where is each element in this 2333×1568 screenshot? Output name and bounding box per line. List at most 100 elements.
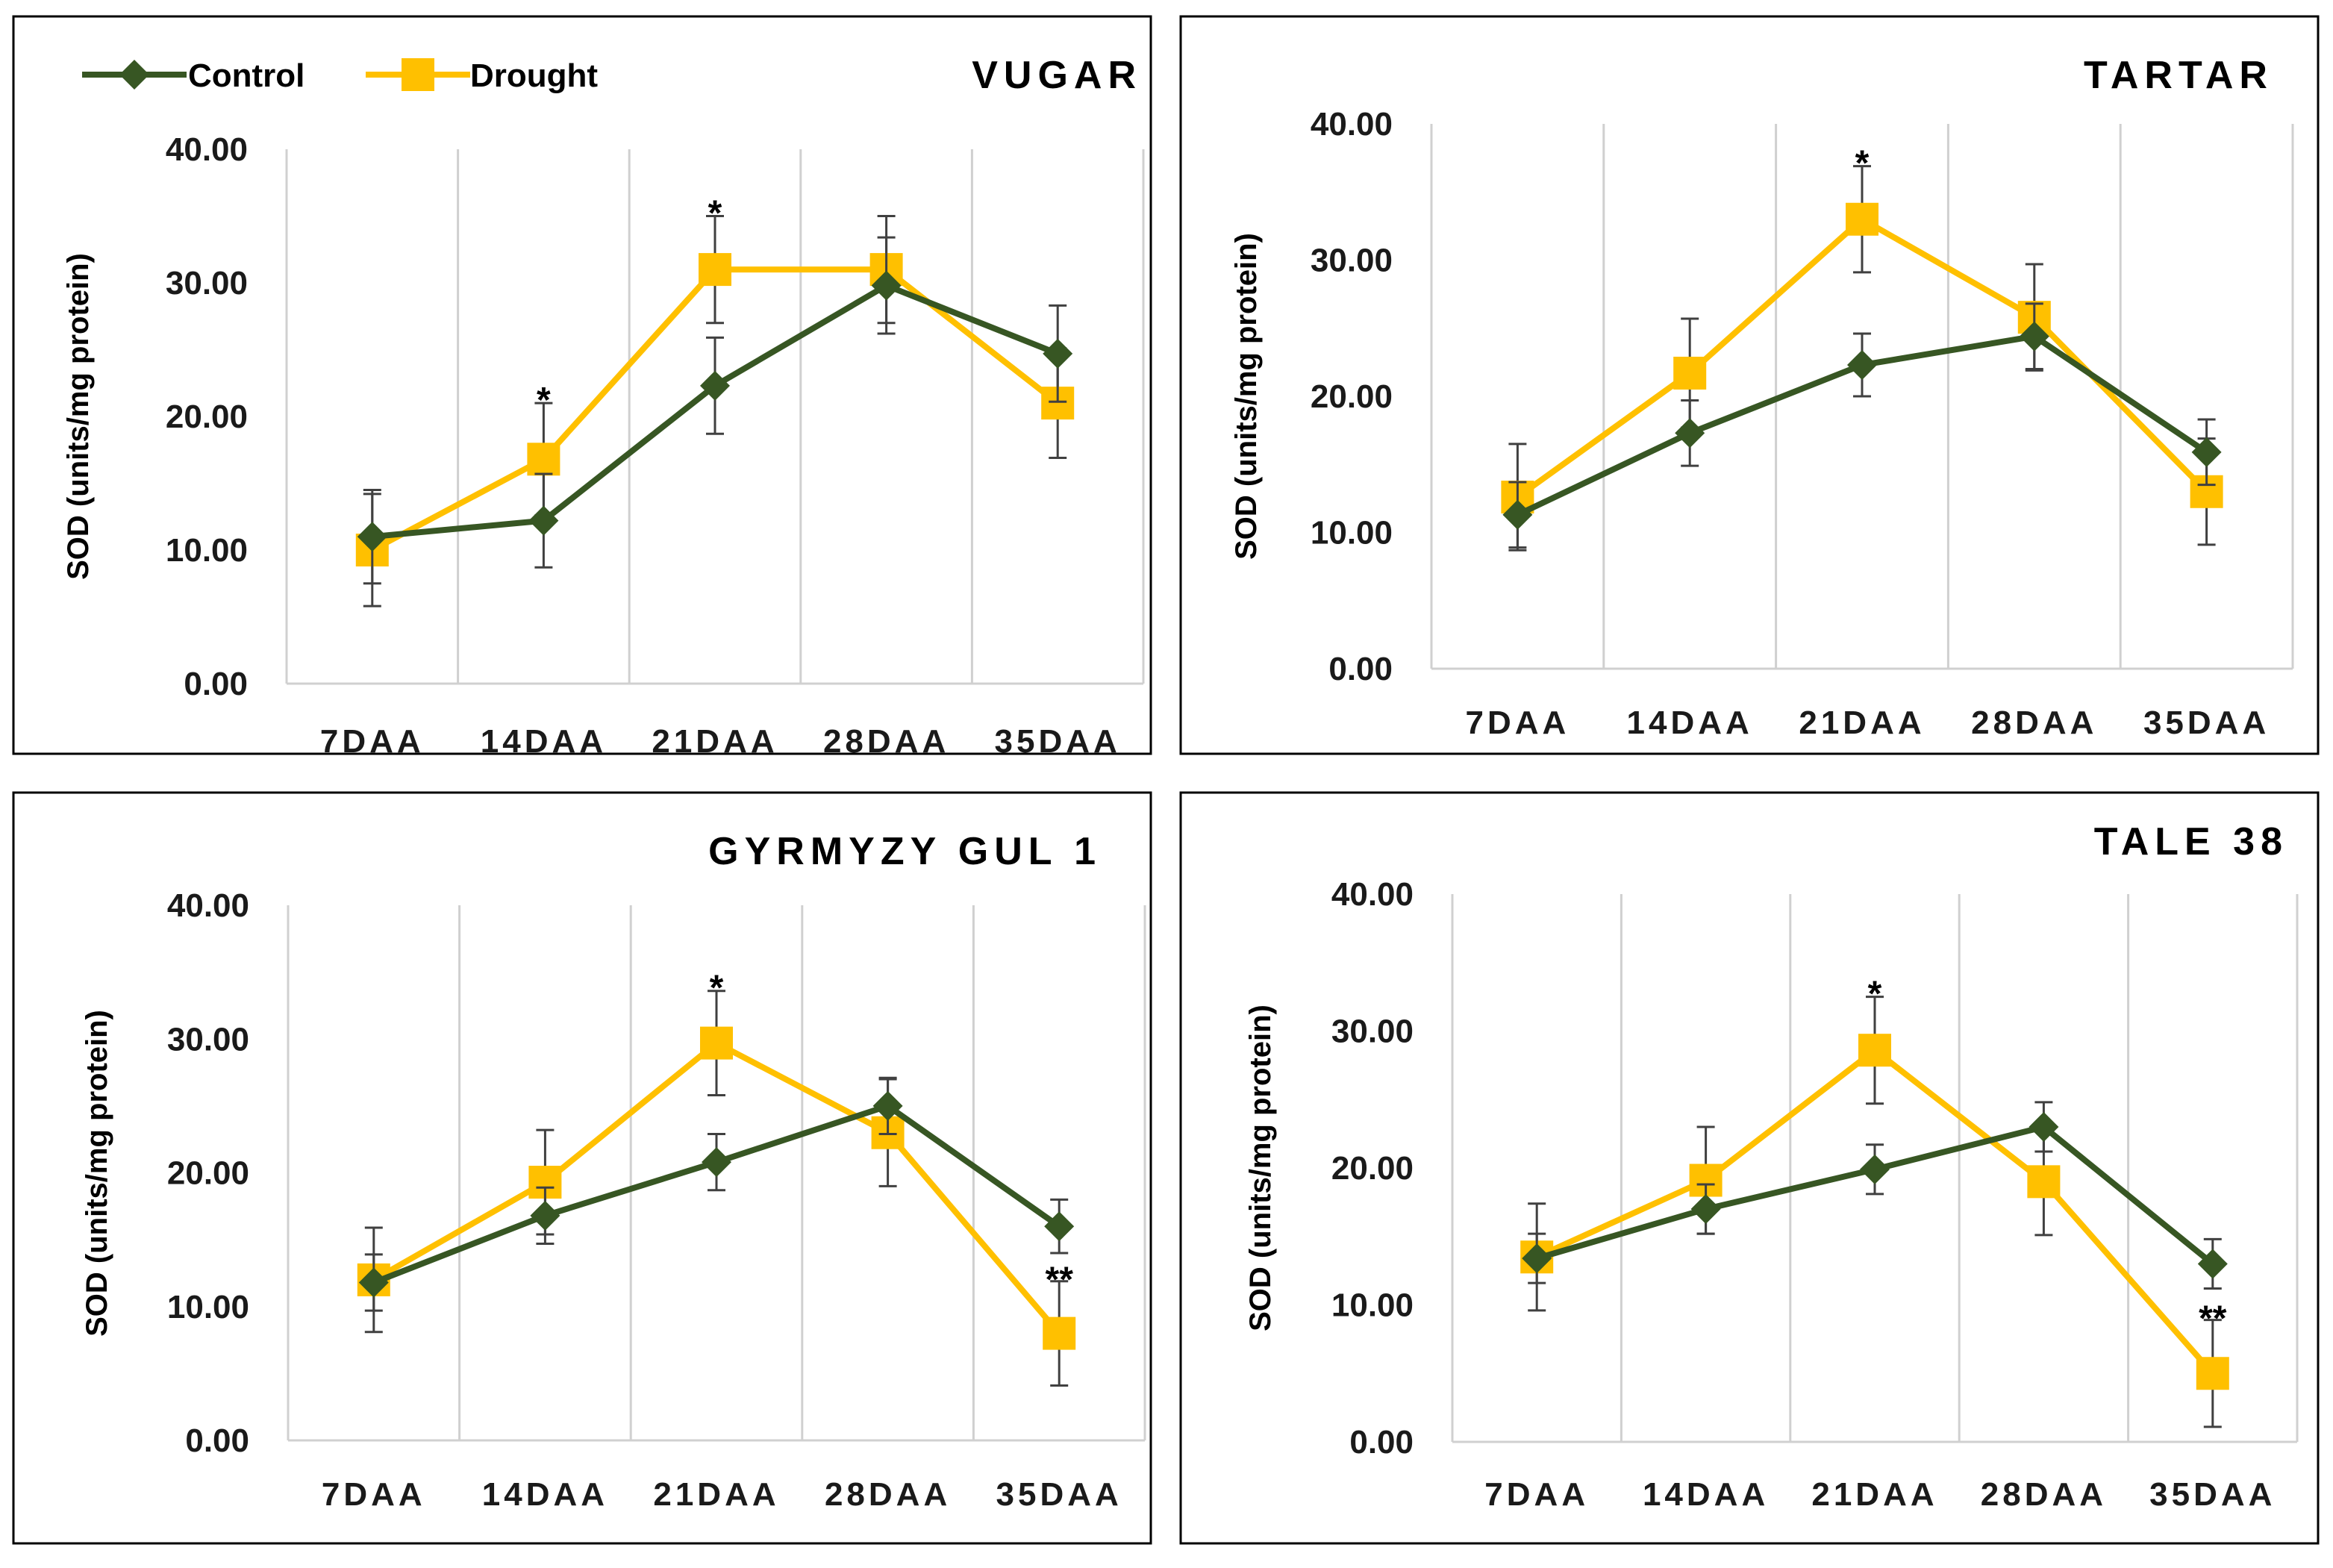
drought-point — [700, 1026, 733, 1060]
legend-control-marker — [119, 60, 149, 90]
y-tick-label: 40.00 — [167, 887, 249, 924]
significance-marker: * — [1855, 144, 1870, 184]
y-axis-label: SOD (units/mg protein) — [1244, 1005, 1277, 1331]
y-axis-label: SOD (units/mg protein) — [62, 253, 95, 580]
panel-title: TARTAR — [2084, 54, 2273, 97]
legend-control-label: Control — [188, 57, 304, 94]
x-tick-label: 21DAA — [652, 723, 778, 760]
drought-point — [1846, 202, 1878, 236]
significance-marker: * — [537, 381, 551, 420]
significance-marker: * — [710, 969, 724, 1008]
y-tick-label: 40.00 — [1331, 876, 1414, 913]
control-point — [357, 522, 387, 552]
control-point — [1847, 350, 1877, 381]
y-tick-label: 40.00 — [166, 131, 248, 168]
control-line — [372, 1102, 1061, 1286]
legend-drought-marker — [402, 58, 434, 91]
y-tick-label: 10.00 — [1331, 1287, 1414, 1324]
x-tick-label: 14DAA — [481, 723, 607, 760]
y-tick-label: 0.00 — [1349, 1424, 1414, 1461]
y-tick-label: 20.00 — [167, 1155, 249, 1192]
y-tick-label: 0.00 — [184, 666, 248, 702]
y-tick-label: 20.00 — [1311, 378, 1393, 415]
x-tick-label: 28DAA — [825, 1476, 951, 1513]
drought-point — [1673, 356, 1707, 390]
control-point — [2191, 437, 2222, 467]
chart-panel-1: 0.00 10.00 20.00 30.00 40.00 7DAA 14DAA 21DAA 28… — [12, 15, 1152, 760]
y-tick-label: 30.00 — [1331, 1013, 1414, 1050]
series-control — [357, 236, 1073, 585]
control-point — [1675, 418, 1705, 449]
significance-marker: * — [708, 194, 722, 234]
y-tick-label: 0.00 — [185, 1422, 249, 1459]
control-point — [1043, 338, 1073, 369]
panel-frame — [1179, 15, 2320, 755]
control-point — [530, 1200, 560, 1231]
x-tick-label: 7DAA — [1466, 705, 1570, 741]
x-tick-label: 35DAA — [2149, 1476, 2276, 1513]
x-tick-label: 28DAA — [1981, 1476, 2107, 1513]
panel-frame — [12, 791, 1152, 1545]
control-point — [1502, 499, 1533, 530]
chart-panel-2: 0.00 10.00 20.00 30.00 40.00 7DAA 14DAA 21DAA 28… — [1179, 15, 2320, 755]
control-point — [2197, 1249, 2228, 1279]
panel-title: TALE 38 — [2094, 820, 2288, 863]
control-point — [1044, 1211, 1075, 1242]
drought-point — [699, 253, 731, 287]
drought-point — [1043, 1316, 1076, 1350]
x-tick-label: 7DAA — [1484, 1476, 1589, 1513]
control-point — [358, 1267, 389, 1298]
panels: 0.00 10.00 20.00 30.00 40.00 7DAA 14DAA 21DAA 28… — [12, 15, 2320, 1545]
panel-frame — [1179, 791, 2320, 1545]
y-tick-label: 20.00 — [1331, 1150, 1414, 1187]
control-point — [528, 505, 559, 536]
series-control — [358, 1076, 1075, 1312]
drought-point — [1858, 1034, 1891, 1067]
legend-drought-label: Drought — [470, 57, 598, 94]
panel-frame — [12, 15, 1152, 755]
x-tick-label: 35DAA — [2143, 705, 2270, 741]
x-tick-label: 21DAA — [653, 1476, 779, 1513]
x-tick-label: 35DAA — [995, 723, 1121, 760]
x-tick-label: 14DAA — [1627, 705, 1753, 741]
y-tick-label: 10.00 — [167, 1289, 249, 1325]
x-tick-label: 35DAA — [996, 1476, 1122, 1513]
y-tick-label: 30.00 — [166, 265, 248, 302]
significance-marker: ** — [2199, 1299, 2227, 1339]
panel-title: GYRMYZY GUL 1 — [708, 830, 1102, 873]
x-tick-label: 14DAA — [482, 1476, 608, 1513]
chart-panel-3: 0.00 10.00 20.00 30.00 40.00 7DAA 14DAA 21DAA 28… — [12, 791, 1152, 1545]
control-point — [2019, 321, 2049, 352]
x-tick-label: 21DAA — [1811, 1476, 1937, 1513]
control-point — [1690, 1194, 1721, 1225]
series-control — [1502, 302, 2222, 549]
x-tick-label: 14DAA — [1643, 1476, 1769, 1513]
y-tick-label: 30.00 — [167, 1021, 249, 1058]
y-tick-label: 10.00 — [1311, 515, 1393, 552]
y-axis-label: SOD (units/mg protein) — [1230, 233, 1263, 560]
x-tick-label: 28DAA — [1971, 705, 2097, 741]
drought-point — [2027, 1165, 2061, 1199]
x-tick-label: 21DAA — [1799, 705, 1925, 741]
drought-point — [527, 443, 560, 476]
x-tick-label: 7DAA — [322, 1476, 426, 1513]
y-axis-label: SOD (units/mg protein) — [81, 1010, 113, 1337]
y-tick-label: 0.00 — [1328, 651, 1393, 687]
x-tick-label: 28DAA — [823, 723, 949, 760]
control-point — [700, 370, 730, 401]
legend: Control Drought — [82, 57, 598, 94]
significance-marker: ** — [1046, 1261, 1074, 1300]
control-point — [2029, 1111, 2059, 1142]
control-point — [1522, 1243, 1552, 1274]
series-control — [1522, 1101, 2228, 1290]
y-tick-label: 10.00 — [166, 532, 248, 569]
y-tick-label: 40.00 — [1311, 106, 1393, 143]
series-drought — [1520, 996, 2229, 1428]
panel-title: VUGAR — [972, 54, 1142, 97]
control-point — [872, 1090, 903, 1121]
significance-marker: * — [1868, 975, 1882, 1014]
x-tick-label: 7DAA — [320, 723, 425, 760]
drought-point — [2196, 1357, 2229, 1390]
y-tick-label: 30.00 — [1311, 243, 1393, 279]
